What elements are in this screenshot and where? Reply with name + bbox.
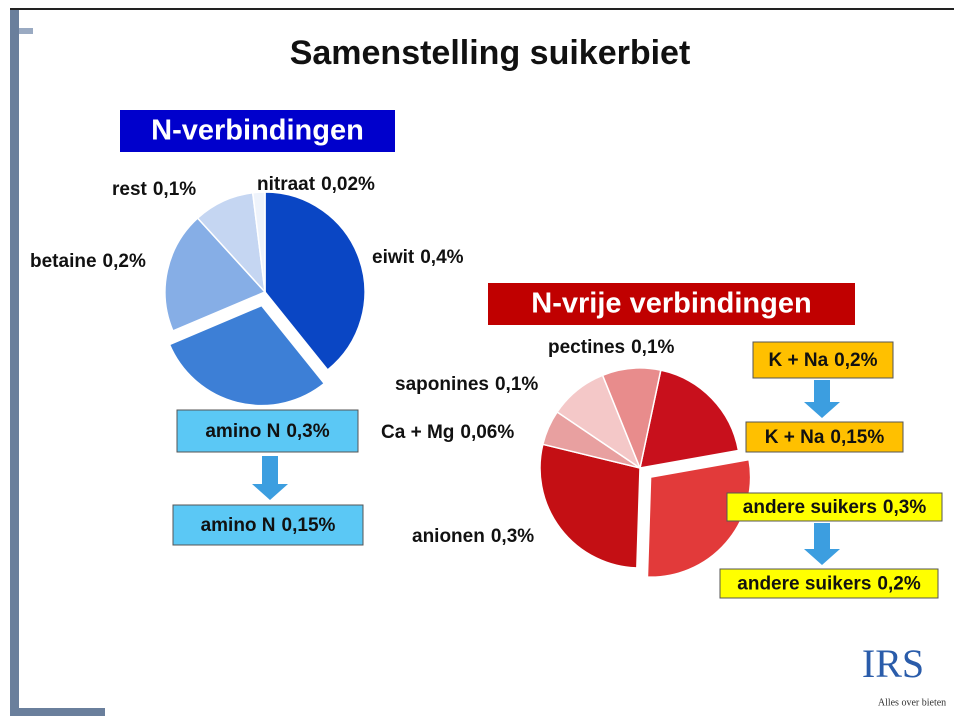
page: Samenstelling suikerbiet IRS Alles over … — [0, 0, 954, 718]
box-label: andere suikers 0,3% — [743, 497, 927, 518]
label-value: 0,1% — [495, 374, 538, 395]
label-value: 0,2% — [834, 350, 877, 371]
slice-label: betaine 0,2% — [30, 251, 146, 272]
box-label: amino N 0,15% — [201, 515, 336, 536]
label-category: nitraat — [257, 174, 316, 195]
label-category: betaine — [30, 251, 97, 272]
label-category: andere suikers — [743, 497, 877, 518]
label-value: 0,1% — [631, 337, 674, 358]
bottom-bar — [10, 708, 105, 716]
label-category: pectines — [548, 337, 625, 358]
label-category: anionen — [412, 526, 485, 547]
label-category: eiwit — [372, 247, 415, 268]
label-value: 0,3% — [491, 526, 534, 547]
label-category: Ca + Mg — [381, 422, 454, 443]
slide-title: Samenstelling suikerbiet — [290, 34, 691, 72]
label-value: 0,2% — [103, 251, 146, 272]
slide: Samenstelling suikerbiet IRS Alles over … — [0, 0, 954, 718]
label-category: K + Na — [765, 427, 825, 448]
slice-label: pectines 0,1% — [548, 337, 675, 358]
label-category: saponines — [395, 374, 489, 395]
chart-title: N-verbindingen — [151, 115, 364, 147]
label-value: 0,4% — [420, 247, 463, 268]
slice-label: saponines 0,1% — [395, 374, 538, 395]
label-category: amino N — [205, 421, 280, 442]
left-bar — [10, 10, 19, 710]
left-corner — [19, 28, 33, 34]
slice-label: Ca + Mg 0,06% — [381, 422, 514, 443]
label-value: 0,06% — [460, 422, 514, 443]
box-label: andere suikers 0,2% — [737, 574, 921, 595]
label-category: amino N — [201, 515, 276, 536]
label-value: 0,02% — [321, 174, 375, 195]
logo-tagline: Alles over bieten — [878, 697, 946, 708]
logo-text: IRS — [862, 641, 924, 686]
label-value: 0,3% — [883, 497, 926, 518]
label-value: 0,2% — [877, 574, 920, 595]
label-value: 0,1% — [153, 179, 196, 200]
label-category: rest — [112, 179, 148, 200]
box-label: amino N 0,3% — [205, 421, 329, 442]
slice-label: anionen 0,3% — [412, 526, 534, 547]
label-category: andere suikers — [737, 574, 871, 595]
chart-title: N-vrije verbindingen — [531, 288, 811, 320]
label-value: 0,15% — [830, 427, 884, 448]
label-value: 0,3% — [286, 421, 329, 442]
label-category: K + Na — [769, 350, 829, 371]
label-value: 0,15% — [282, 515, 336, 536]
